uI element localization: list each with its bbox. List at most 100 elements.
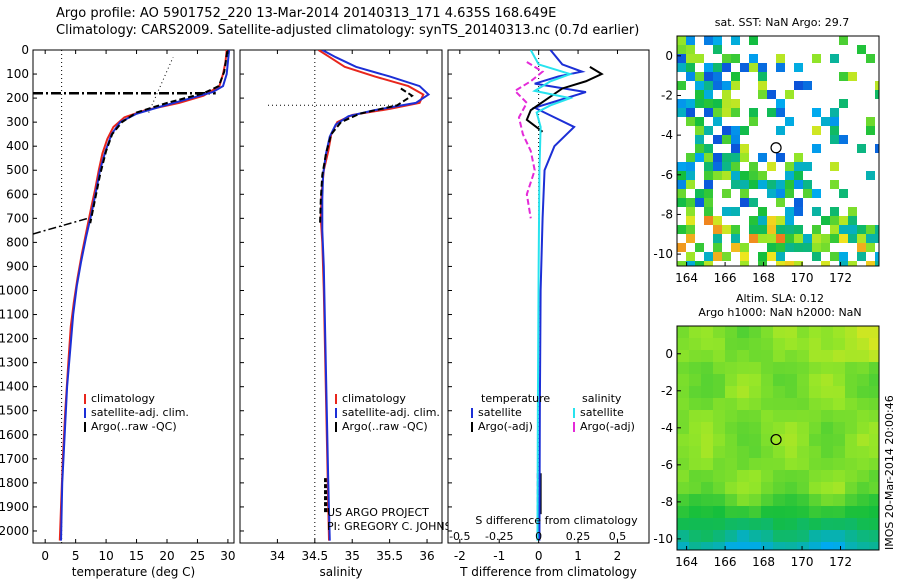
sst-cell <box>758 216 767 225</box>
y-tick-label: 500 <box>6 163 29 177</box>
sst-cell <box>767 189 776 198</box>
sla-cell <box>785 386 798 399</box>
y-tick-label: 200 <box>6 91 29 105</box>
plot-title-line2: Climatology: CARS2009. Satellite-adjuste… <box>56 23 640 38</box>
sst-cell <box>731 144 740 153</box>
sst-cell <box>848 216 857 225</box>
sla-cell <box>677 470 690 483</box>
sla-cell <box>809 446 822 459</box>
sla-cell <box>689 422 702 435</box>
sst-cell <box>848 261 857 266</box>
sst-cell <box>830 234 839 243</box>
sst-cell <box>740 63 749 72</box>
sla-cell <box>725 326 738 339</box>
argo-position-marker <box>770 142 782 154</box>
sst-cell <box>677 180 686 189</box>
map-area <box>677 36 879 266</box>
sst-cell <box>677 54 686 63</box>
sla-cell <box>869 422 879 435</box>
sst-cell <box>776 189 785 198</box>
y-tick-label: -6 <box>661 458 673 472</box>
y-tick-label: 0 <box>665 49 673 63</box>
sst-cell <box>776 54 785 63</box>
y-tick-label: 1500 <box>0 404 29 418</box>
sst-cell <box>686 45 695 54</box>
sst-cell <box>767 225 776 234</box>
sla-cell <box>809 374 822 387</box>
sla-cell <box>869 398 879 411</box>
sst-cell <box>875 261 879 266</box>
sla-cell <box>869 470 879 483</box>
sst-cell <box>722 207 731 216</box>
sla-cell <box>833 458 846 471</box>
sla-cell <box>785 410 798 423</box>
y-tick-label: -8 <box>661 207 673 221</box>
sla-cell <box>821 350 834 363</box>
sst-cell <box>866 54 875 63</box>
sla-cell <box>737 386 750 399</box>
sst-cell <box>695 126 704 135</box>
sla-cell <box>821 530 834 543</box>
sla-cell <box>869 458 879 471</box>
sst-cell <box>695 198 704 207</box>
sla-cell <box>821 386 834 399</box>
sst-cell <box>704 126 713 135</box>
argo-qc-line <box>33 217 89 235</box>
x-tick-label: 25 <box>190 549 205 563</box>
y-tick-label: 1600 <box>0 428 29 442</box>
sst-cell <box>794 171 803 180</box>
sst-cell <box>704 171 713 180</box>
x-tick-label: 5 <box>72 549 80 563</box>
sla-cell <box>737 506 750 519</box>
sla-cell <box>773 482 786 495</box>
sla-cell <box>677 422 690 435</box>
sla-cell <box>857 542 870 550</box>
sla-cell <box>785 482 798 495</box>
sst-cell <box>713 153 722 162</box>
sla-cell <box>845 458 858 471</box>
sst-cell <box>839 99 848 108</box>
sla-cell <box>701 434 714 447</box>
sla-cell <box>773 494 786 507</box>
sla-cell <box>737 542 750 550</box>
y-tick-label: -8 <box>661 495 673 509</box>
sla-cell <box>833 338 846 351</box>
sla-cell <box>797 506 810 519</box>
sst-cell <box>695 243 704 252</box>
sst-cell <box>776 243 785 252</box>
sla-cell <box>737 422 750 435</box>
sst-cell <box>830 117 839 126</box>
sst-cell <box>758 225 767 234</box>
sst-cell <box>839 261 848 266</box>
sla-cell <box>869 374 879 387</box>
map-area <box>677 326 879 550</box>
sla-cell <box>773 518 786 531</box>
sla-cell <box>845 362 858 375</box>
sla-cell <box>809 518 822 531</box>
sla-cell <box>761 518 774 531</box>
y-tick-label: 1100 <box>0 308 29 322</box>
y-tick-label: 2000 <box>0 524 29 538</box>
x-tick-label: 34.5 <box>301 549 328 563</box>
sla-cell <box>857 410 870 423</box>
y-tick-label: -2 <box>661 88 673 102</box>
sst-cell <box>722 225 731 234</box>
sla-cell <box>845 506 858 519</box>
sla-cell <box>737 458 750 471</box>
x-tick-label: 36 <box>419 549 434 563</box>
sla-cell <box>809 506 822 519</box>
y-tick-label: -4 <box>661 421 673 435</box>
sla-cell <box>857 326 870 339</box>
y-tick-label: 300 <box>6 115 29 129</box>
sst-cell <box>686 162 695 171</box>
sst-cell <box>731 54 740 63</box>
x-tick-label: 164 <box>675 271 698 285</box>
sla-cell <box>869 434 879 447</box>
sla-cell <box>845 326 858 339</box>
sst-cell <box>812 252 821 261</box>
sla-cell <box>797 398 810 411</box>
sst-cell <box>677 63 686 72</box>
legend-label: Argo(-adj) <box>478 420 533 433</box>
sla-cell <box>701 398 714 411</box>
sla-cell <box>869 326 879 339</box>
